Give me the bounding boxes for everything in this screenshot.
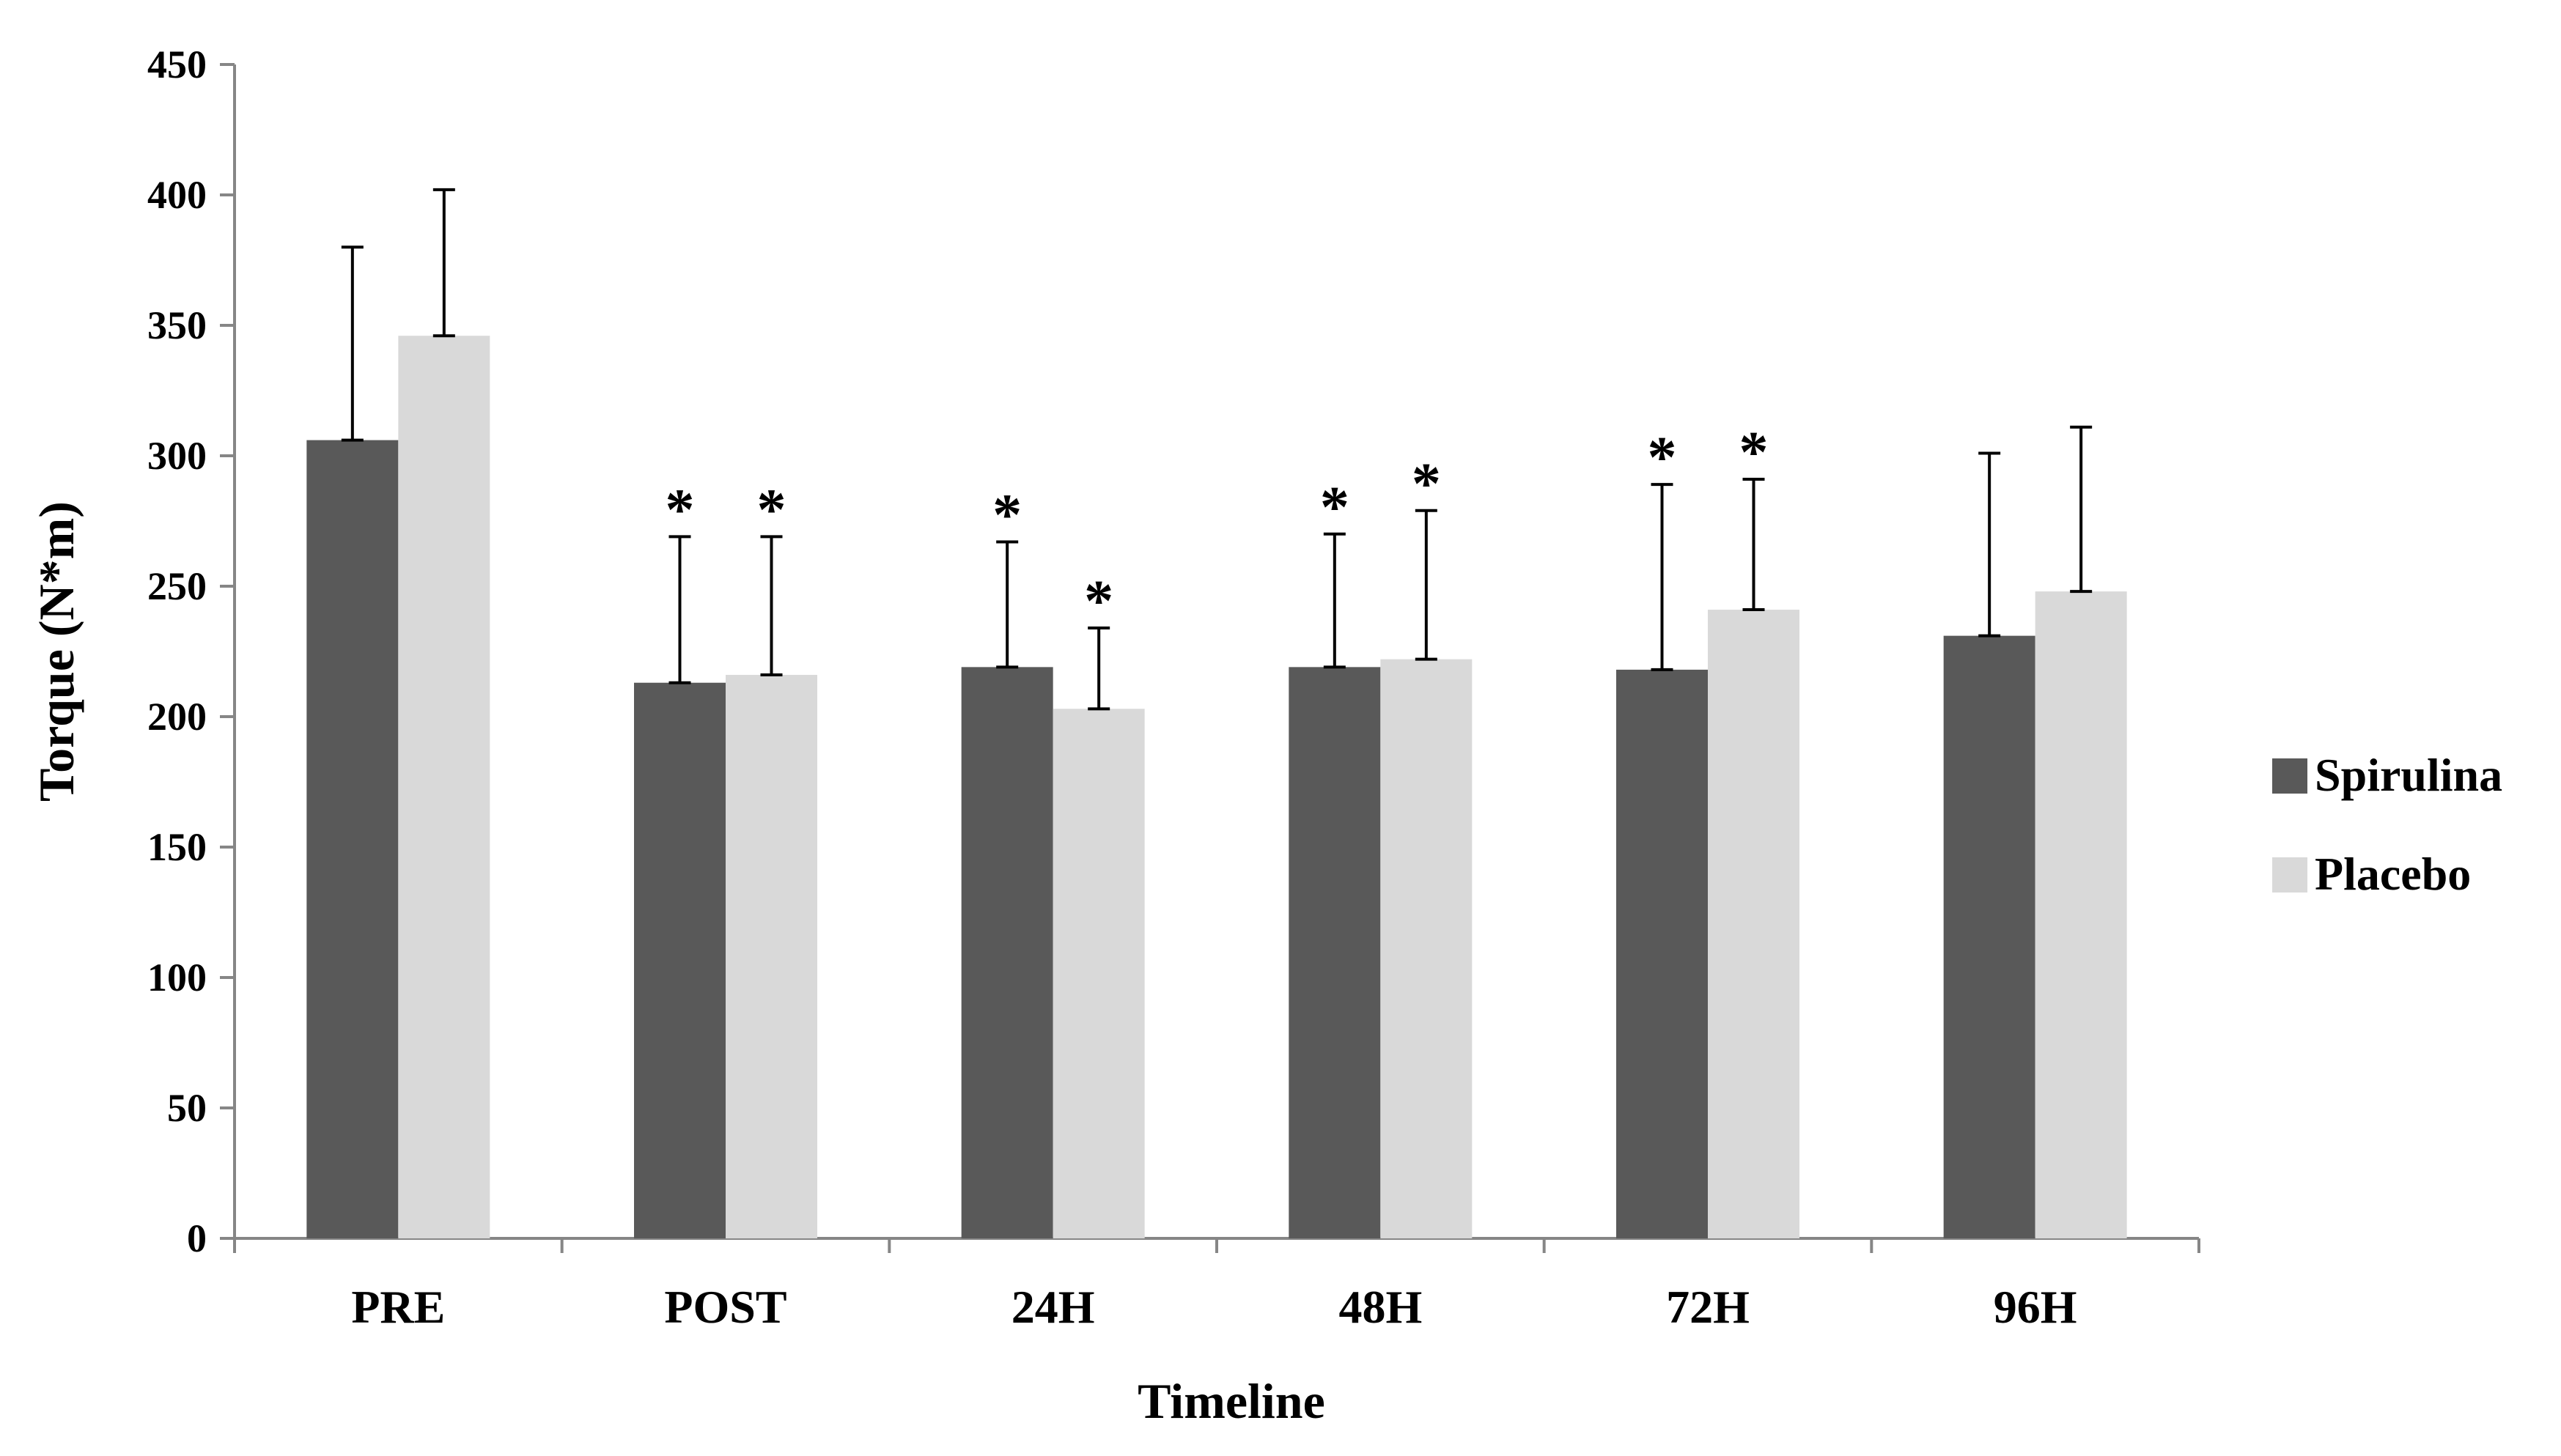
y-tick-label: 200 — [147, 695, 207, 739]
significance-marker: * — [757, 478, 786, 542]
bar-spirulina-48h — [1289, 667, 1381, 1238]
legend-label-spirulina: Spirulina — [2315, 749, 2502, 801]
legend-swatch-placebo — [2272, 857, 2307, 893]
bar-placebo-48h — [1380, 659, 1473, 1238]
bar-spirulina-72h — [1616, 669, 1708, 1238]
bar-spirulina-96h — [1943, 635, 2035, 1238]
x-tick-label: POST — [664, 1281, 786, 1333]
y-tick-label: 0 — [187, 1216, 207, 1260]
significance-marker: * — [1412, 452, 1441, 517]
bar-placebo-post — [726, 675, 817, 1238]
x-tick-label: 48H — [1338, 1281, 1422, 1333]
y-tick-label: 100 — [147, 956, 207, 999]
y-tick-label: 50 — [167, 1086, 207, 1130]
y-tick-label: 150 — [147, 825, 207, 869]
significance-marker: * — [1084, 569, 1113, 634]
x-tick-label: 96H — [1994, 1281, 2077, 1333]
bar-placebo-pre — [398, 336, 490, 1238]
y-tick-label: 250 — [147, 564, 207, 608]
significance-marker: * — [1320, 476, 1349, 540]
legend-swatch-spirulina — [2272, 758, 2307, 794]
y-tick-label: 400 — [147, 173, 207, 217]
axes — [220, 63, 2200, 1253]
significance-marker: * — [992, 483, 1022, 547]
y-tick-label: 300 — [147, 434, 207, 478]
bar-spirulina-pre — [306, 440, 399, 1238]
y-tick-label: 350 — [147, 303, 207, 347]
labels: 0 50 100 150 200 250 300 350 400 450 PRE * * POST * * 24… — [29, 43, 2077, 1429]
significance-marker: * — [1739, 421, 1769, 485]
y-axis-title: Torque (N*m) — [29, 501, 84, 802]
bar-spirulina-24h — [961, 667, 1053, 1238]
legend-label-placebo: Placebo — [2315, 848, 2471, 900]
bars — [306, 336, 2127, 1238]
x-tick-label: 72H — [1666, 1281, 1750, 1333]
significance-marker: * — [666, 478, 695, 542]
significance-marker: * — [1648, 426, 1677, 490]
y-tick-label: 450 — [147, 43, 207, 86]
bar-placebo-96h — [2035, 591, 2127, 1238]
x-axis-title: Timeline — [1138, 1373, 1325, 1429]
x-tick-label: PRE — [351, 1281, 445, 1333]
bar-placebo-24h — [1053, 709, 1145, 1238]
x-tick-label: 24H — [1011, 1281, 1095, 1333]
legend: Spirulina Placebo — [2272, 749, 2502, 900]
error-bars — [341, 188, 2093, 711]
bar-placebo-72h — [1708, 610, 1799, 1238]
bar-spirulina-post — [634, 682, 726, 1238]
